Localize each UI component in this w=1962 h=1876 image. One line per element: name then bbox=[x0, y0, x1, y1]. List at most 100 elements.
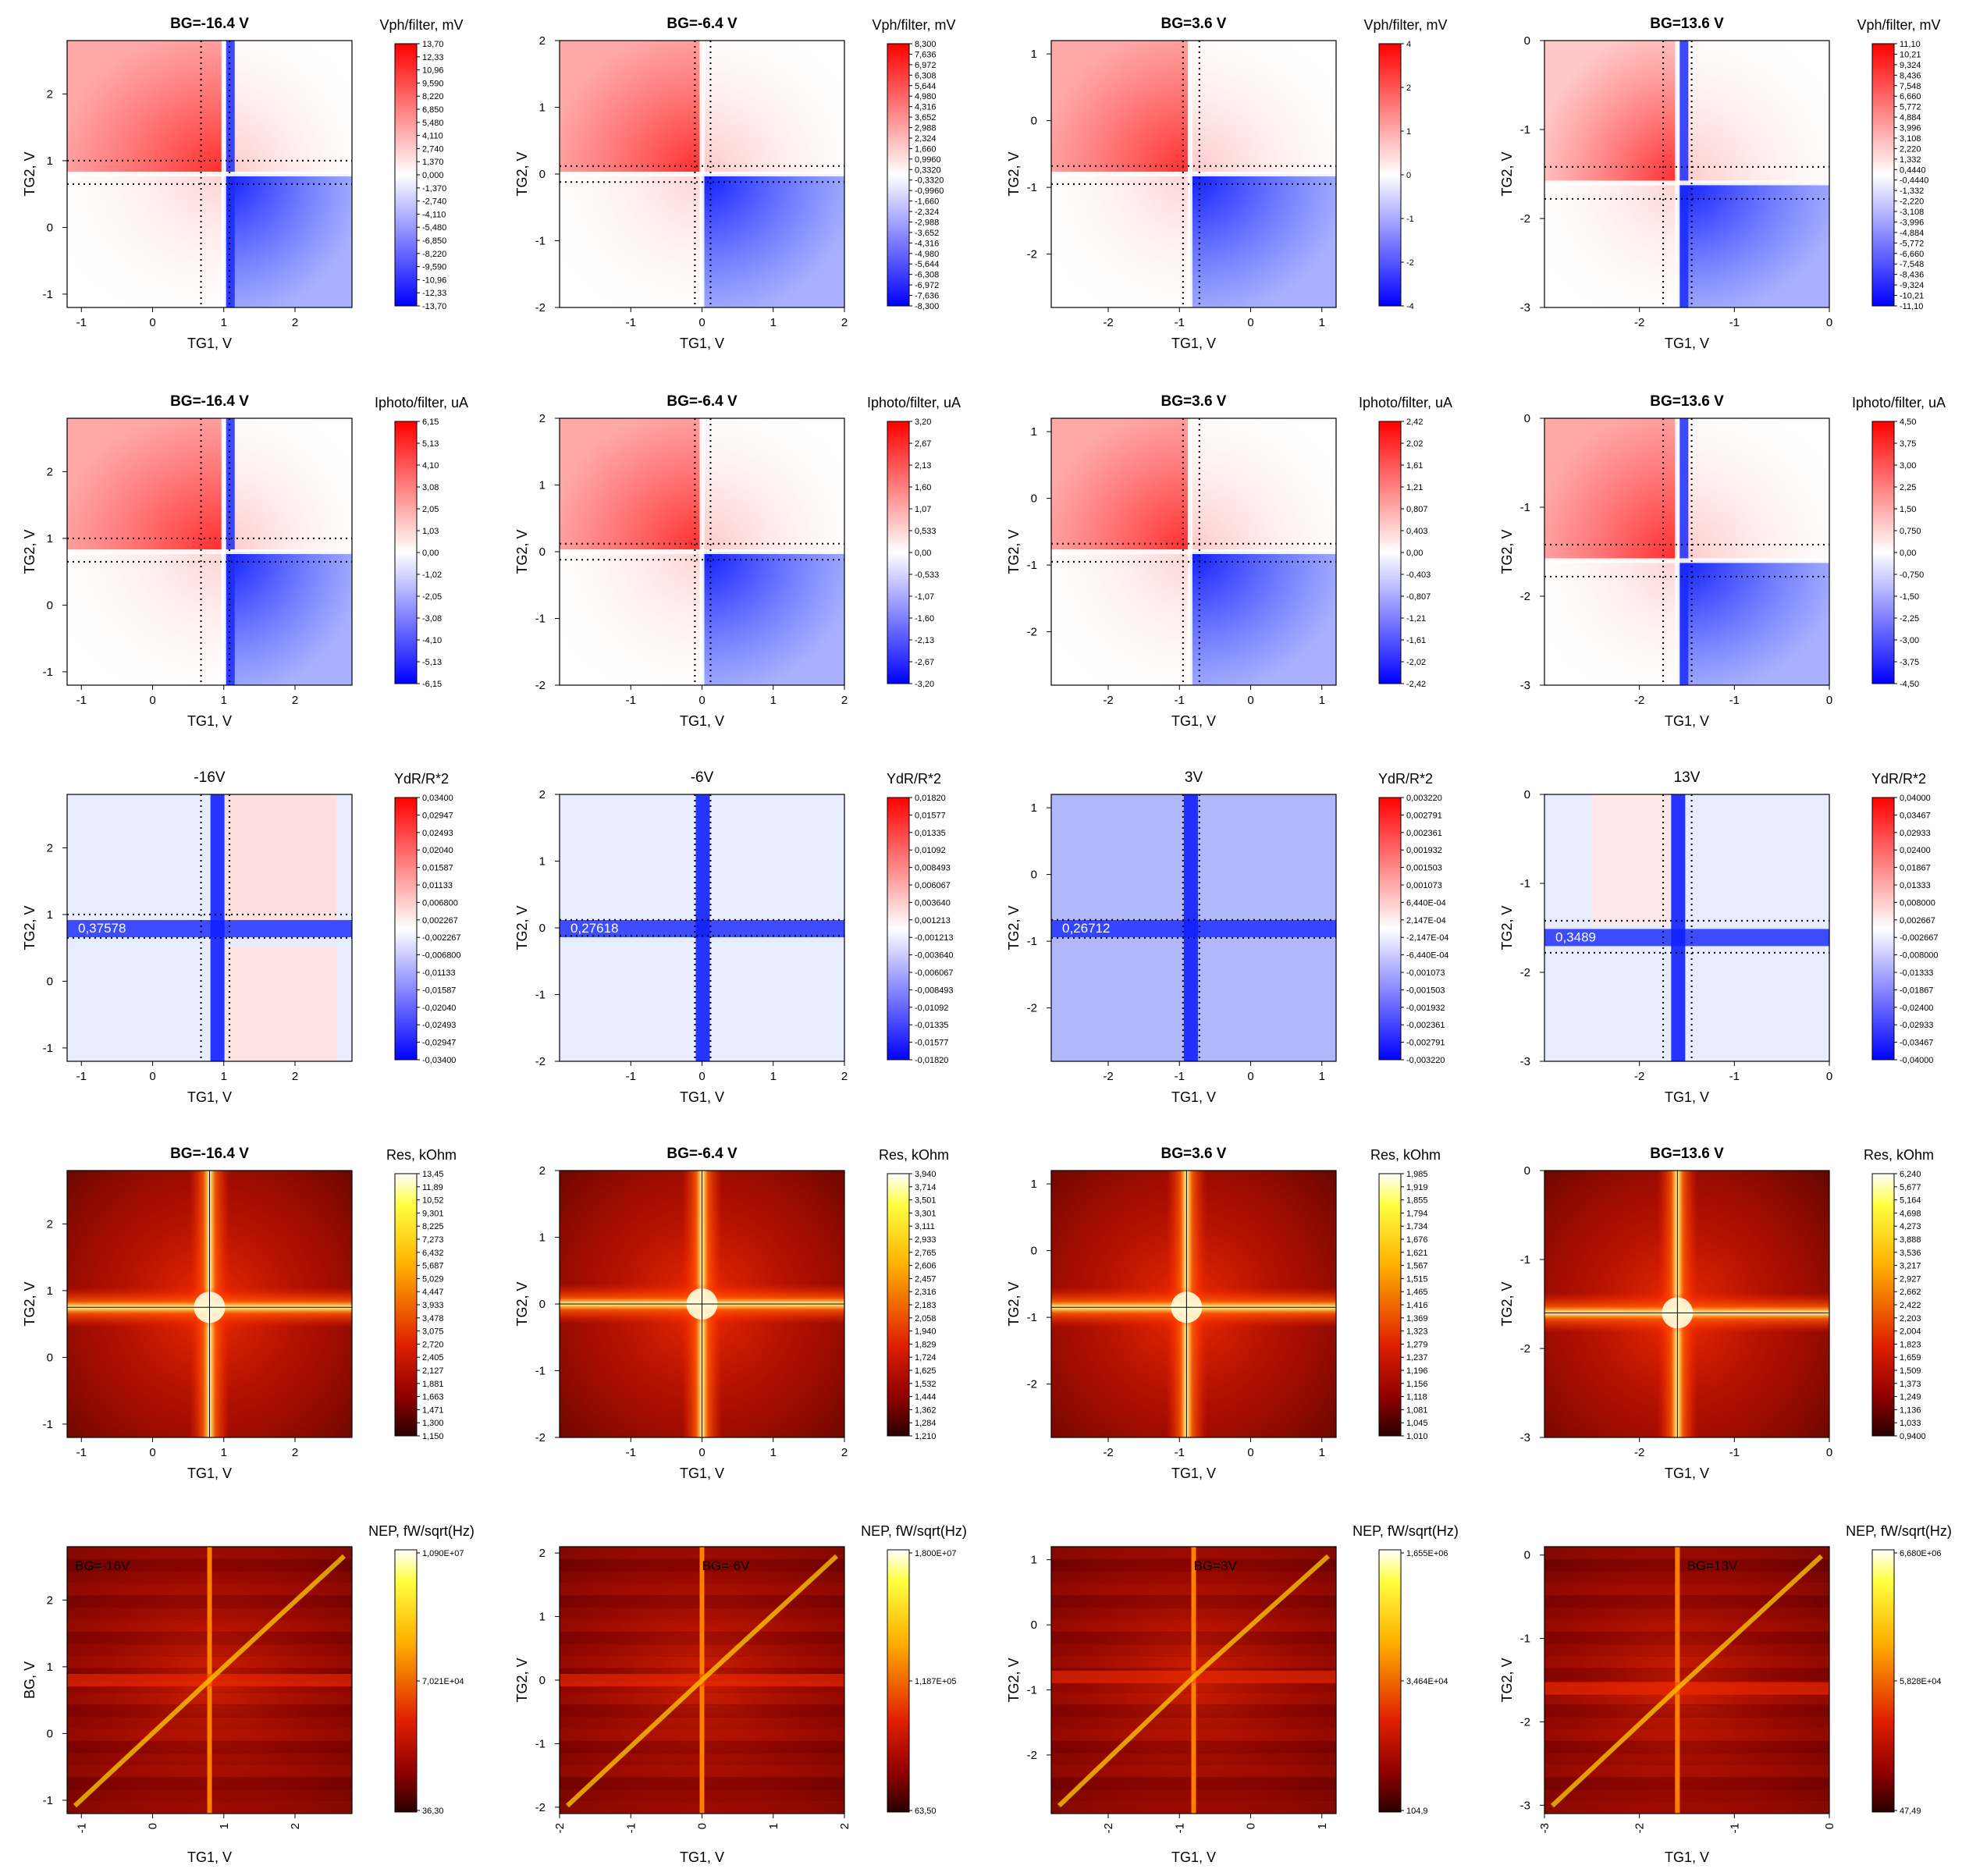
nep-band bbox=[1544, 1571, 1829, 1584]
colorbar-tick-label: 1,081 bbox=[1406, 1405, 1428, 1415]
x-tick-label: 0 bbox=[698, 1446, 705, 1459]
colorbar-tick-label: 0,001503 bbox=[1406, 864, 1442, 873]
colorbar-tick-label: 3,888 bbox=[1900, 1235, 1921, 1245]
nep-band bbox=[1544, 1607, 1829, 1621]
colorbar-label: Vph/filter, mV bbox=[872, 17, 955, 33]
colorbar-tick-label: 1,210 bbox=[915, 1432, 937, 1441]
colorbar-tick-label: -7,636 bbox=[915, 292, 939, 301]
plot-frame bbox=[66, 794, 353, 1062]
contour-annotation: 0,3489 bbox=[1555, 929, 1596, 944]
x-tick-label: 2 bbox=[292, 1446, 298, 1459]
colorbar-tick-label: -3,08 bbox=[422, 614, 442, 624]
x-tick-label: 1 bbox=[221, 1446, 227, 1459]
colorbar-tick-label: 2,203 bbox=[1900, 1314, 1921, 1324]
inset-label: BG=-16V bbox=[75, 1558, 130, 1573]
quadrant-top-right bbox=[1677, 418, 1829, 561]
colorbar-tick-label: -11,10 bbox=[1900, 302, 1923, 311]
white-vertical-band bbox=[699, 418, 705, 685]
colorbar-tick-label: 4,316 bbox=[915, 103, 937, 112]
colorbar: Vph/filter, mV8,3007,6366,9726,3085,6444… bbox=[872, 17, 955, 311]
y-tick-label: 1 bbox=[539, 101, 546, 115]
x-tick-label: 0 bbox=[1245, 1823, 1258, 1829]
x-tick-label: 1 bbox=[1316, 1823, 1329, 1829]
x-tick-label: 1 bbox=[1319, 1446, 1325, 1459]
x-tick-label: 1 bbox=[218, 1823, 231, 1829]
colorbar-tick-label: 0,008493 bbox=[915, 864, 951, 873]
y-tick-label: 1 bbox=[539, 1611, 546, 1624]
quadrant-bottom-right bbox=[223, 552, 352, 685]
colorbar-tick-label: -0,533 bbox=[915, 570, 939, 580]
colorbar-tick-label: 1,659 bbox=[1900, 1353, 1921, 1363]
x-tick-label: 2 bbox=[292, 316, 298, 329]
y-axis-label: TG2, V bbox=[1006, 905, 1022, 950]
white-horizontal-band bbox=[1544, 180, 1829, 186]
colorbar-tick-label: 2,405 bbox=[422, 1353, 444, 1363]
colorbar-tick-label: 5,644 bbox=[915, 82, 937, 91]
y-tick-label: 1 bbox=[1031, 801, 1037, 815]
panel-title: BG=3.6 V bbox=[1161, 16, 1227, 32]
nep-upper-trace bbox=[1676, 1554, 1824, 1690]
y-axis-label: TG2, V bbox=[514, 1281, 530, 1326]
colorbar-tick-label: 1,734 bbox=[1406, 1222, 1428, 1231]
y-tick-label: -1 bbox=[43, 666, 53, 679]
y-axis-label: TG2, V bbox=[1499, 529, 1515, 574]
x-tick-label: 2 bbox=[289, 1823, 302, 1829]
colorbar: NEP, fW/sqrt(Hz) 1,800E+07 1,187E+05 63,50 bbox=[861, 1523, 967, 1816]
panel-r0-c2: BG=3.6 V -2 -1 0 1 -2 -1 0 1 TG1, V TG2, V Vph/filt… bbox=[1006, 16, 1448, 351]
colorbar-tick-label: 10,52 bbox=[422, 1196, 444, 1206]
x-tick-label: 1 bbox=[1319, 1070, 1325, 1083]
y-tick-label: 1 bbox=[47, 1661, 53, 1674]
y-tick-label: 2 bbox=[539, 788, 546, 801]
nep-band bbox=[1544, 1789, 1829, 1803]
colorbar-tick-label: 63,50 bbox=[915, 1807, 937, 1816]
colorbar-tick-label: -0,01577 bbox=[915, 1039, 948, 1048]
colorbar-tick-label: -4,50 bbox=[1900, 680, 1919, 689]
x-axis-label: TG1, V bbox=[187, 336, 232, 351]
colorbar-tick-label: -5,480 bbox=[422, 223, 446, 233]
colorbar-tick-label: -7,548 bbox=[1900, 260, 1924, 269]
colorbar-tick-label: 7,273 bbox=[422, 1235, 444, 1245]
quadrant-top-left bbox=[1544, 41, 1678, 183]
y-tick-label: -1 bbox=[535, 989, 546, 1002]
colorbar-tick-label: -0,006067 bbox=[915, 968, 954, 978]
nep-band bbox=[1544, 1740, 1829, 1754]
colorbar-tick-label: 6,972 bbox=[915, 61, 937, 70]
colorbar-tick-label: 1,118 bbox=[1406, 1393, 1427, 1402]
colorbar-tick-label: -0,750 bbox=[1900, 570, 1924, 580]
colorbar-gradient bbox=[1871, 1549, 1895, 1813]
colorbar-tick-label: -0,01092 bbox=[915, 1004, 948, 1013]
colorbar-tick-label: -3,108 bbox=[1900, 208, 1924, 217]
colorbar-tick-label: -13,70 bbox=[422, 302, 446, 311]
x-axis-label: TG1, V bbox=[1171, 336, 1216, 351]
colorbar-tick-label: 0,006800 bbox=[422, 898, 458, 908]
colorbar-tick-label: 2,324 bbox=[915, 134, 937, 144]
panel-r3-c3: BG=13.6 V -2 -1 0 -3 -2 -1 0 TG1, V TG2, V Res, kO… bbox=[1499, 1146, 1934, 1481]
x-axis-label: TG1, V bbox=[1665, 1089, 1709, 1105]
colorbar-tick-label: 0,01587 bbox=[422, 864, 453, 873]
colorbar-label: YdR/R*2 bbox=[887, 771, 941, 787]
colorbar-label: YdR/R*2 bbox=[1378, 771, 1433, 787]
y-axis-label: TG2, V bbox=[514, 151, 530, 196]
x-tick-label: 1 bbox=[770, 1070, 777, 1083]
inset-label: BG=13V bbox=[1687, 1558, 1738, 1573]
colorbar: Iphoto/filter, uA 4,50 3,75 3,00 2,25 1,50 0,7… bbox=[1852, 395, 1946, 689]
colorbar: Res, kOhm 13,45 11,89 10,52 9,301 8,225 7,273 6… bbox=[386, 1147, 457, 1441]
colorbar: YdR/R*2 0,03400 0,02947 0,02493 0,02040 0,015… bbox=[394, 771, 461, 1065]
y-tick-label: 0 bbox=[47, 599, 53, 612]
colorbar-gradient bbox=[1378, 797, 1402, 1061]
colorbar-gradient bbox=[887, 797, 910, 1061]
contour-annotation: 0,26712 bbox=[1062, 921, 1110, 936]
white-vertical-band bbox=[1675, 418, 1680, 685]
colorbar-tick-label: -0,001073 bbox=[1406, 968, 1445, 978]
white-vertical-band bbox=[699, 41, 705, 307]
colorbar-tick-label: 1,881 bbox=[422, 1380, 444, 1389]
colorbar-tick-label: 3,652 bbox=[915, 113, 937, 123]
y-tick-label: -3 bbox=[1520, 1799, 1530, 1812]
nep-band bbox=[1544, 1631, 1829, 1645]
y-tick-label: 0 bbox=[539, 1674, 546, 1687]
colorbar-tick-label: 1,855 bbox=[1406, 1196, 1428, 1206]
colorbar-tick-label: 1,033 bbox=[1900, 1419, 1921, 1428]
y-tick-label: -1 bbox=[1027, 559, 1037, 572]
colorbar-tick-label: 1,300 bbox=[422, 1419, 444, 1428]
colorbar-tick-label: 12,33 bbox=[422, 53, 444, 62]
